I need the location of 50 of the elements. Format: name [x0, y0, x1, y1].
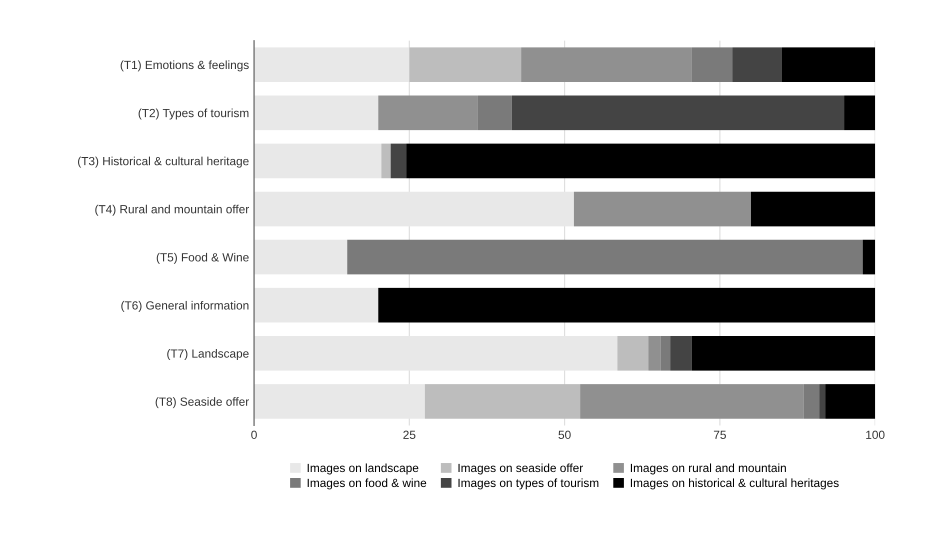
bar — [378, 95, 478, 130]
bar — [406, 144, 876, 178]
bar — [732, 47, 782, 82]
bar — [521, 47, 692, 82]
bar — [478, 95, 512, 130]
bar — [254, 144, 382, 178]
x-tick-label: 100 — [866, 430, 885, 440]
x-tick-label: 0 — [251, 430, 257, 440]
bar — [670, 336, 692, 371]
bar — [424, 384, 580, 419]
bar — [617, 336, 648, 371]
y-tick-label: (T3) Historical & cultural heritage — [78, 156, 249, 168]
y-tick-label: (T6) General information — [121, 300, 248, 312]
bar — [347, 240, 863, 274]
legend-label: Images on historical & cultural heritages — [630, 478, 839, 490]
bar — [378, 288, 876, 323]
x-tick-label: 75 — [714, 430, 726, 440]
bar — [390, 144, 406, 178]
bar — [512, 95, 844, 130]
bar — [819, 384, 826, 419]
y-tick-label: (T2) Types of tourism — [138, 108, 248, 120]
bar — [574, 192, 751, 226]
y-tick-label: (T4) Rural and mountain offer — [95, 204, 250, 216]
bar — [381, 144, 391, 178]
y-tick-label: (T5) Food & Wine — [156, 252, 249, 264]
y-tick-label: (T1) Emotions & feelings — [120, 60, 249, 72]
bar — [862, 240, 876, 274]
bar — [804, 384, 820, 419]
bar — [409, 47, 522, 82]
legend-label: Images on landscape — [308, 463, 418, 474]
legend-label: Images on food & wine — [308, 478, 426, 490]
legend-label: Images on seaside offer — [458, 463, 583, 474]
x-tick-label: 25 — [403, 430, 416, 440]
bar — [254, 95, 378, 130]
bar — [254, 288, 378, 323]
bar — [254, 240, 348, 274]
bar — [648, 336, 661, 371]
y-tick-label: (T7) Landscape — [167, 349, 249, 360]
bar — [825, 384, 876, 419]
bar — [660, 336, 670, 371]
bar — [750, 192, 876, 226]
bar — [782, 47, 876, 82]
y-tick-label: (T8) Seaside offer — [156, 397, 249, 408]
bar — [580, 384, 804, 419]
legend-label: Images on types of tourism — [458, 478, 598, 490]
bar — [844, 95, 876, 130]
legend-label: Images on rural and mountain — [630, 463, 786, 474]
bar — [692, 336, 876, 371]
bar — [692, 47, 732, 82]
x-tick-label: 50 — [558, 430, 571, 440]
